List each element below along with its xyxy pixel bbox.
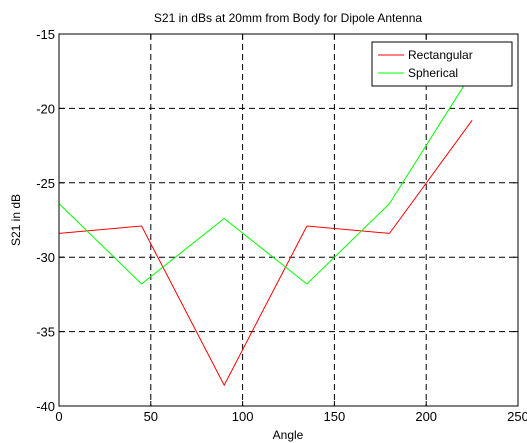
x-tick-label: 150 — [324, 409, 346, 424]
y-axis-label: S21 in dB — [9, 194, 23, 246]
x-tick-label: 250 — [507, 409, 527, 424]
series-line-spherical — [58, 72, 473, 285]
series-group — [58, 72, 473, 387]
plot-frame — [58, 33, 519, 407]
x-tick-label: 200 — [415, 409, 437, 424]
y-tick-label: -20 — [36, 101, 55, 116]
y-tick-label: -40 — [36, 399, 55, 414]
y-tick-label: -30 — [36, 250, 55, 265]
y-tick-label: -25 — [36, 176, 55, 191]
legend: Rectangular Spherical — [371, 41, 513, 87]
grid — [59, 34, 518, 406]
legend-label-rectangular: Rectangular — [408, 48, 473, 62]
ticks: 0 50 100 150 200 250 -40 -35 -30 -25 -20 -15 — [36, 27, 527, 424]
chart-title: S21 in dBs at 20mm from Body for Dipole … — [154, 11, 422, 25]
x-tick-label: 50 — [144, 409, 158, 424]
y-tick-label: -15 — [36, 27, 55, 42]
x-axis-label: Angle — [273, 428, 304, 442]
y-tick-label: -35 — [36, 325, 55, 340]
x-tick-label: 0 — [55, 409, 62, 424]
series-line-rectangular — [58, 120, 473, 387]
legend-label-spherical: Spherical — [408, 66, 458, 80]
legend-box — [371, 41, 513, 87]
x-tick-label: 100 — [232, 409, 254, 424]
